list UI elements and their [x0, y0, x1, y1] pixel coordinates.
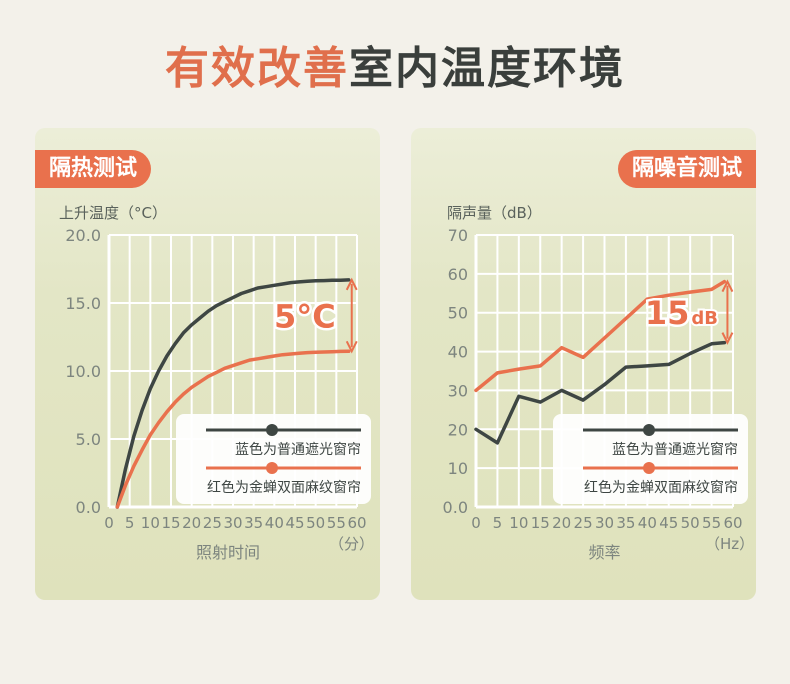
legend-label: 红色为金蝉双面麻纹窗帘 — [584, 479, 738, 496]
legend-marker — [266, 462, 278, 474]
y-tick-label: 0.0 — [76, 498, 101, 517]
annotation-label: 15 — [645, 294, 690, 332]
x-tick-label: 55 — [327, 514, 346, 532]
annotation-unit: dB — [691, 308, 718, 329]
y-axis-label: 上升温度（°C） — [59, 204, 167, 222]
legend-marker — [643, 424, 655, 436]
x-tick-label: 55 — [702, 514, 721, 532]
legend-box — [553, 414, 748, 504]
x-tick-label: 45 — [285, 514, 304, 532]
series-line-red — [474, 279, 727, 393]
y-tick-label: 50 — [448, 304, 468, 323]
x-tick-label: 50 — [681, 514, 700, 532]
title-highlight: 有效改善 — [165, 43, 349, 94]
noise-test-panel: 隔噪音测试 隔声量（dB） 0.0 10 20 30 40 50 60 70 0 5 10 15 20 25… — [411, 128, 756, 600]
page-title: 有效改善室内温度环境 — [0, 32, 790, 96]
x-axis-label: 频率 — [588, 543, 620, 562]
series-line-dark — [115, 278, 351, 509]
heat-test-badge: 隔热测试 — [35, 150, 152, 188]
heat-test-chart: 上升温度（°C） 0.0 5.0 10.0 15.0 20.0 0 5 10 15 20 25 30 35… — [59, 204, 374, 562]
x-tick-label: 5 — [125, 514, 135, 532]
x-tick-label: 10 — [141, 514, 160, 532]
x-tick-label: 40 — [265, 514, 284, 532]
legend-label: 蓝色为普通遮光窗帘 — [235, 441, 361, 458]
y-axis-label: 隔声量（dB） — [447, 204, 542, 222]
y-tick-label: 10.0 — [65, 362, 101, 381]
x-axis-unit: （Hz） — [705, 535, 754, 553]
y-tick-label: 5.0 — [76, 430, 101, 449]
legend-label: 蓝色为普通遮光窗帘 — [612, 441, 738, 458]
x-tick-label: 60 — [347, 514, 366, 532]
y-tick-label: 15.0 — [65, 294, 101, 313]
y-tick-label: 30 — [448, 381, 468, 400]
y-tick-label: 0.0 — [443, 498, 468, 517]
x-tick-label: 20 — [552, 514, 571, 532]
x-tick-label: 0 — [104, 514, 114, 532]
x-tick-label: 15 — [161, 514, 180, 532]
legend-label: 红色为金蝉双面麻纹窗帘 — [207, 479, 361, 496]
annotation-arrow-head-bottom — [721, 332, 734, 345]
x-tick-label: 50 — [306, 514, 325, 532]
x-tick-label: 0 — [471, 514, 481, 532]
legend-marker — [643, 462, 655, 474]
annotation-arrow-head-top — [721, 279, 734, 293]
y-tick-label: 10 — [448, 459, 468, 478]
x-tick-label: 45 — [659, 514, 678, 532]
x-tick-label: 20 — [182, 514, 201, 532]
noise-test-badge: 隔噪音测试 — [617, 150, 756, 188]
x-tick-label: 30 — [223, 514, 242, 532]
annotation-arrow-head-bottom — [345, 340, 358, 354]
x-tick-label: 40 — [638, 514, 657, 532]
y-tick-label: 70 — [448, 226, 468, 245]
x-tick-label: 35 — [616, 514, 635, 532]
annotation-arrow-head-top — [345, 277, 358, 291]
x-tick-label: 5 — [493, 514, 503, 532]
heat-test-panel: 隔热测试 上升温度（°C） 0.0 5.0 10.0 15.0 20.0 0 5 10 15 20 2… — [35, 128, 380, 600]
y-tick-label: 60 — [448, 265, 468, 284]
x-axis-unit: （分） — [329, 535, 374, 553]
x-axis-label: 照射时间 — [196, 543, 260, 562]
x-tick-label: 35 — [244, 514, 263, 532]
x-tick-label: 60 — [723, 514, 742, 532]
y-tick-label: 20 — [448, 420, 468, 439]
legend-box — [176, 414, 371, 504]
series-line-red — [115, 349, 351, 509]
x-tick-label: 15 — [531, 514, 550, 532]
series-line-dark — [474, 340, 727, 445]
y-tick-label: 20.0 — [65, 226, 101, 245]
title-rest: 室内温度环境 — [349, 43, 625, 94]
x-tick-label: 10 — [509, 514, 528, 532]
x-tick-label: 25 — [203, 514, 222, 532]
legend-marker — [266, 424, 278, 436]
annotation-label: 5°C — [274, 298, 336, 336]
y-tick-label: 40 — [448, 343, 468, 362]
x-tick-label: 30 — [595, 514, 614, 532]
x-tick-label: 25 — [574, 514, 593, 532]
